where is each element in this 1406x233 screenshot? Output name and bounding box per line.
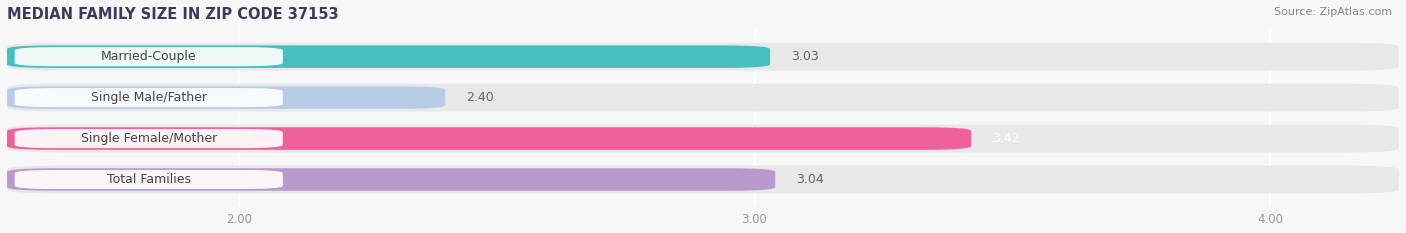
FancyBboxPatch shape (14, 170, 283, 189)
Text: 3.04: 3.04 (796, 173, 824, 186)
Text: MEDIAN FAMILY SIZE IN ZIP CODE 37153: MEDIAN FAMILY SIZE IN ZIP CODE 37153 (7, 7, 339, 22)
FancyBboxPatch shape (14, 47, 283, 66)
FancyBboxPatch shape (7, 43, 1399, 71)
FancyBboxPatch shape (7, 127, 972, 150)
Text: Total Families: Total Families (107, 173, 191, 186)
FancyBboxPatch shape (7, 84, 1399, 112)
Text: 3.42: 3.42 (991, 132, 1019, 145)
FancyBboxPatch shape (7, 125, 1399, 152)
Text: Source: ZipAtlas.com: Source: ZipAtlas.com (1274, 7, 1392, 17)
FancyBboxPatch shape (14, 88, 283, 107)
Text: Single Female/Mother: Single Female/Mother (80, 132, 217, 145)
Text: Single Male/Father: Single Male/Father (91, 91, 207, 104)
Text: Married-Couple: Married-Couple (101, 50, 197, 63)
FancyBboxPatch shape (7, 45, 770, 68)
FancyBboxPatch shape (7, 166, 1399, 193)
Text: 3.03: 3.03 (790, 50, 818, 63)
Text: 2.40: 2.40 (465, 91, 494, 104)
FancyBboxPatch shape (14, 129, 283, 148)
FancyBboxPatch shape (7, 86, 446, 109)
FancyBboxPatch shape (7, 168, 775, 191)
